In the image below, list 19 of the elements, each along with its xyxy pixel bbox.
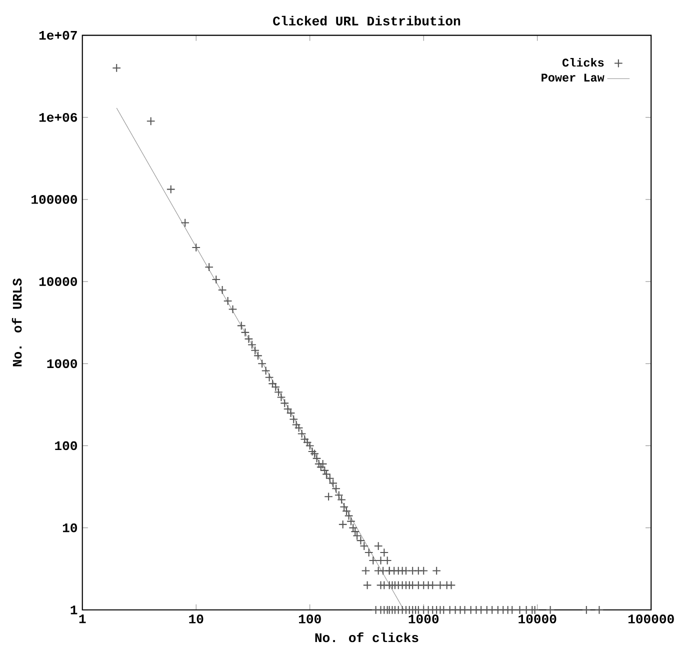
x-tick-label: 100000 (628, 614, 674, 624)
x-tick-label: 10 (189, 614, 204, 624)
legend-label: Power Law (542, 74, 604, 82)
y-tick-label: 1 (70, 606, 78, 614)
y-tick-label: 1e+07 (39, 31, 77, 40)
y-tick-label: 1000 (47, 359, 77, 368)
y-tick-label: 10000 (39, 277, 77, 286)
y-tick-label: 1e+06 (39, 113, 78, 122)
y-axis-title: No. of URLS (12, 278, 22, 366)
x-tick-label: 10000 (518, 614, 556, 624)
y-tick-label: 10 (62, 524, 77, 532)
x-tick-label: 1000 (408, 614, 439, 624)
y-tick-label: 100 (55, 442, 77, 450)
legend-label: Clicks (562, 58, 604, 67)
chart-title: Clicked URL Distribution (273, 16, 460, 26)
y-tick-label: 100000 (32, 195, 77, 204)
x-axis-title: No. of clicks (315, 632, 418, 642)
x-tick-label: 100 (298, 614, 321, 624)
x-tick-label: 1 (79, 614, 86, 624)
